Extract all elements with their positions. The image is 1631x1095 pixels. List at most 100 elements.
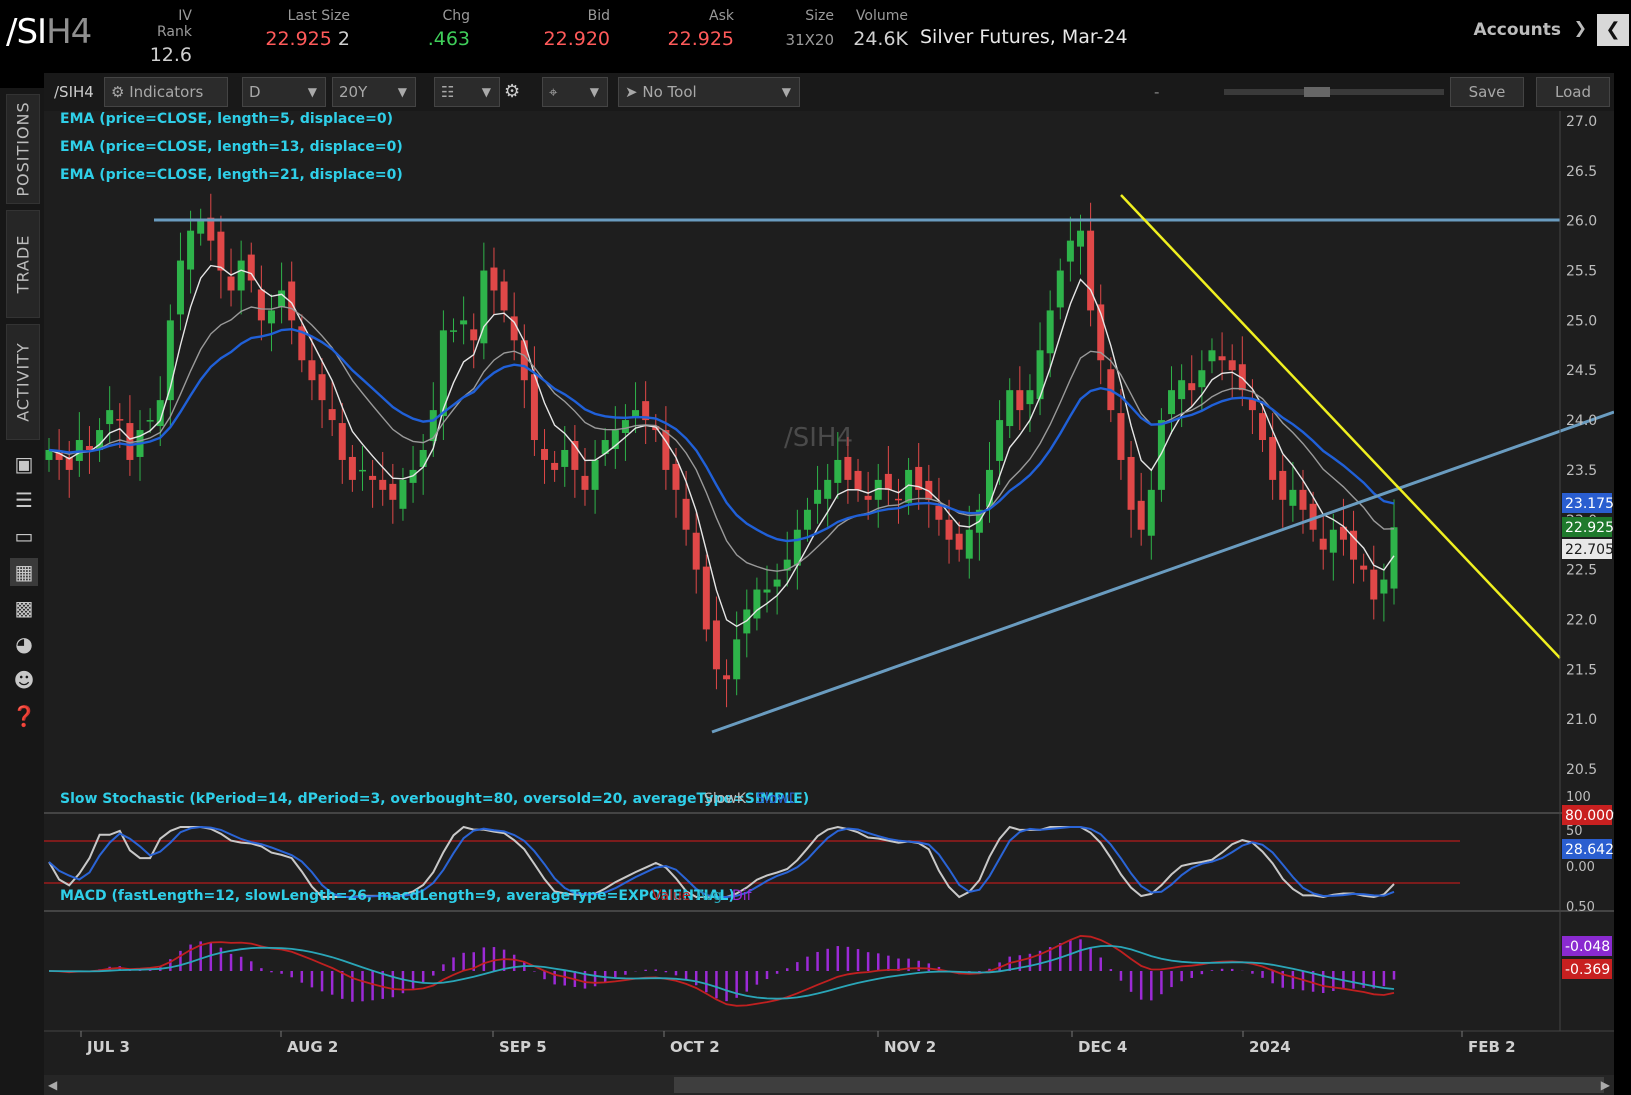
price-badge: 22.925 xyxy=(1562,517,1614,537)
candle xyxy=(1380,563,1388,622)
scroll-thumb[interactable] xyxy=(674,1077,1604,1093)
zoom-slider-thumb[interactable] xyxy=(1304,87,1330,97)
candle xyxy=(672,447,680,518)
candle xyxy=(1259,401,1267,452)
svg-text:22.925: 22.925 xyxy=(1565,520,1614,536)
people-icon[interactable]: ☻ xyxy=(13,668,35,692)
save-button[interactable]: Save xyxy=(1450,77,1524,107)
candle xyxy=(510,292,518,361)
ema5-line xyxy=(48,264,1395,628)
symbol-title[interactable]: /SIH4 xyxy=(6,12,92,52)
candle xyxy=(763,565,771,613)
trendlines[interactable] xyxy=(154,194,1614,734)
stoch-tick-label: 50 xyxy=(1566,824,1583,839)
candle xyxy=(328,381,336,437)
candle xyxy=(267,294,275,352)
price-tick-label: 23.5 xyxy=(1566,463,1597,479)
svg-text:80.000: 80.000 xyxy=(1565,808,1614,824)
candle xyxy=(955,521,963,562)
load-button[interactable]: Load xyxy=(1536,77,1610,107)
price-tick-label: 26.0 xyxy=(1566,214,1597,230)
chart-canvas[interactable]: /SIH4 27.0 26.5 26.0 25.5 25.0 24.5 24.0 23.5 23… xyxy=(44,111,1614,1075)
stoch-badge: 80.000 xyxy=(1562,805,1614,825)
candle xyxy=(723,659,731,708)
macd-badge: -0.369 xyxy=(1562,959,1612,979)
candle xyxy=(530,346,538,456)
stoch-badge: 28.642 xyxy=(1562,839,1614,859)
candle xyxy=(96,418,104,462)
volume-field: Volume 24.6K xyxy=(850,8,908,50)
chart-style-dropdown[interactable]: ☷ ▼ xyxy=(434,77,500,107)
macd-dif-legend: Dif xyxy=(732,888,752,904)
price-tick-label: 24.5 xyxy=(1566,363,1597,379)
chart-panel[interactable]: /SIH4 27.0 26.5 26.0 25.5 25.0 24.5 24.0 23.5 23… xyxy=(44,111,1614,1075)
support-trendline[interactable] xyxy=(711,410,1614,734)
tv-icon[interactable]: ▭ xyxy=(14,524,34,548)
candle xyxy=(1026,374,1034,433)
candle xyxy=(450,318,458,343)
chart-symbol-field[interactable]: /SIH4 xyxy=(54,83,94,101)
ema13-legend[interactable]: EMA (price=CLOSE, length=13, displace=0) xyxy=(60,139,403,155)
indicators-button[interactable]: ⚙ Indicators xyxy=(104,77,228,107)
crosshair-dropdown[interactable]: ⌖ ▼ xyxy=(542,77,608,107)
chevron-down-icon[interactable]: ❯ xyxy=(1573,18,1587,37)
svg-text:22.705: 22.705 xyxy=(1565,542,1614,558)
candle xyxy=(1350,510,1358,584)
slowd-legend: SlowD xyxy=(756,791,794,807)
horizontal-scrollbar[interactable]: ◀ ▶ xyxy=(44,1075,1614,1095)
candle xyxy=(1208,338,1216,374)
candle xyxy=(470,313,478,369)
candle xyxy=(834,432,842,499)
list-icon[interactable]: ☰ xyxy=(15,488,33,512)
timeframe-value: 20Y xyxy=(339,83,368,101)
aggregation-dropdown[interactable]: D ▼ xyxy=(242,77,326,107)
time-tick-label: SEP 5 xyxy=(499,1038,547,1056)
candle xyxy=(1097,284,1105,385)
help-icon[interactable]: ❓ xyxy=(11,704,37,728)
candle xyxy=(237,240,245,315)
macd-legend[interactable]: MACD (fastLength=12, slowLength=26, macd… xyxy=(60,888,735,904)
time-axis: JUL 3 AUG 2 SEP 5 OCT 2 NOV 2 DEC 4 2024 FEB 2 xyxy=(80,1031,1516,1056)
price-tick-label: 25.5 xyxy=(1566,264,1597,280)
accounts-menu[interactable]: Accounts xyxy=(1473,20,1561,40)
chart-icon[interactable]: ▦ xyxy=(10,558,38,586)
candle xyxy=(308,336,316,401)
macd-badge: -0.048 xyxy=(1562,936,1612,956)
candle xyxy=(176,232,184,331)
symbol-month: H4 xyxy=(46,12,92,52)
gauge-icon[interactable]: ◕ xyxy=(15,632,33,656)
ema5-legend[interactable]: EMA (price=CLOSE, length=5, displace=0) xyxy=(60,111,393,127)
scroll-left-icon[interactable]: ◀ xyxy=(48,1078,58,1092)
svg-text:28.642: 28.642 xyxy=(1565,842,1614,858)
bid-field: Bid 22.920 xyxy=(540,8,610,50)
candle xyxy=(156,376,164,446)
ema21-legend[interactable]: EMA (price=CLOSE, length=21, displace=0) xyxy=(60,167,403,183)
candle xyxy=(945,499,953,564)
stochastic-legend[interactable]: Slow Stochastic (kPeriod=14, dPeriod=3, … xyxy=(60,791,810,807)
monitor-icon[interactable]: ▣ xyxy=(14,452,34,476)
tab-activity[interactable]: ACTIVITY xyxy=(6,324,40,440)
downtrend-line[interactable] xyxy=(1120,194,1561,659)
chevron-left-icon[interactable]: ❮ xyxy=(1597,14,1629,46)
zoom-out-button[interactable]: - xyxy=(1154,83,1160,101)
timeframe-dropdown[interactable]: 20Y ▼ xyxy=(332,77,416,107)
scroll-right-icon[interactable]: ▶ xyxy=(1600,1078,1610,1092)
drawing-tool-dropdown[interactable]: ➤ No Tool ▼ xyxy=(618,77,800,107)
candle xyxy=(460,296,468,345)
chevron-down-icon: ▼ xyxy=(481,85,491,99)
gear-icon[interactable]: ⚙ xyxy=(504,81,521,102)
candle xyxy=(480,242,488,360)
zoom-slider[interactable] xyxy=(1224,87,1444,97)
last-size-field: Last Size 22.925 2 xyxy=(246,8,350,50)
tab-trade[interactable]: TRADE xyxy=(6,210,40,318)
candle xyxy=(551,450,559,482)
bid-value: 22.920 xyxy=(543,28,610,50)
tab-positions-label: POSITIONS xyxy=(13,101,33,197)
time-tick-label: AUG 2 xyxy=(287,1038,338,1056)
tab-positions[interactable]: POSITIONS xyxy=(6,94,40,204)
price-pane[interactable] xyxy=(44,111,1560,813)
candle xyxy=(65,441,73,498)
grid-icon[interactable]: ▩ xyxy=(14,596,34,620)
candle xyxy=(348,445,356,492)
instrument-description: Silver Futures, Mar-24 xyxy=(920,26,1128,48)
